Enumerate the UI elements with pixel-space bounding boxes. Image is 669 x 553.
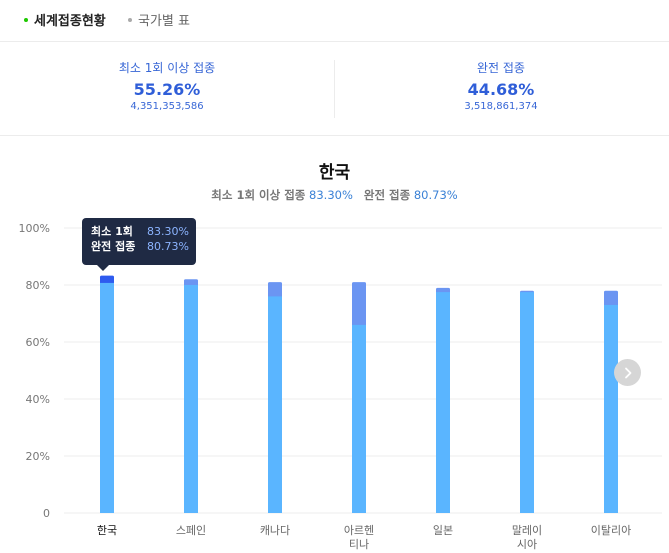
x-category-label: 일본 [433, 523, 453, 537]
y-tick-label: 0 [43, 507, 50, 520]
chart-next-button[interactable] [614, 359, 641, 386]
bar-full [352, 324, 366, 513]
bar-full [184, 285, 198, 513]
selected-country-title: 한국 [318, 163, 351, 183]
selected-at-least-one-label: 최소 1회 이상 접종 [211, 188, 306, 202]
x-category-label: 아르헨 [344, 524, 374, 537]
tooltip-row-full: 완전 접종 80.73% [91, 239, 196, 254]
bar-full [520, 292, 534, 513]
stat-at-least-one-label: 최소 1회 이상 접종 [118, 61, 216, 75]
tooltip-full-value: 80.73% [147, 240, 189, 253]
summary-divider [334, 60, 335, 118]
stat-full-percent: 44.68% [467, 80, 535, 99]
tooltip-full-label: 완전 접종 [91, 240, 136, 253]
y-tick-label: 100% [19, 222, 50, 235]
tooltip-at-least-one-value: 83.30% [147, 225, 189, 238]
selected-full-value: 80.73% [413, 188, 458, 202]
tab-country-table-label: 국가별 표 [138, 14, 190, 29]
active-dot-icon [24, 17, 28, 22]
x-category-label: 티나 [349, 538, 369, 551]
x-category-label: 한국 [97, 524, 117, 537]
world-summary: 최소 1회 이상 접종 55.26% 4,351,353,586 완전 접종 4… [0, 42, 669, 136]
selected-full-label: 완전 접종 [363, 188, 411, 202]
x-category-label: 이탈리아 [591, 524, 631, 537]
y-tick-label: 20% [26, 450, 50, 463]
x-category-label: 캐나다 [260, 524, 290, 537]
stat-at-least-one-percent: 55.26% [133, 80, 201, 99]
bar-full [604, 304, 618, 513]
bar-full [100, 282, 114, 513]
selected-country-summary: 최소 1회 이상 접종 83.30% 완전 접종 80.73% [0, 187, 669, 203]
tab-world-status-label: 세계접종현황 [34, 14, 106, 29]
stat-full-count: 3,518,861,374 [464, 101, 538, 112]
x-category-label: 스페인 [176, 524, 206, 537]
tooltip-row-at-least-one: 최소 1회 83.30% [91, 224, 196, 239]
bar-tooltip: 최소 1회 83.30% 완전 접종 80.73% [82, 218, 196, 271]
chevron-right-icon [624, 367, 631, 378]
inactive-dot-icon [128, 17, 132, 22]
selected-at-least-one-value: 83.30% [309, 188, 353, 202]
y-tick-label: 60% [26, 336, 50, 349]
stat-at-least-one-count: 4,351,353,586 [130, 101, 204, 112]
tab-bar: 세계접종현황 국가별 표 [0, 0, 669, 42]
x-category-label: 시아 [517, 538, 537, 551]
tooltip-at-least-one-label: 최소 1회 [91, 225, 133, 238]
bar-full [436, 292, 450, 513]
y-tick-label: 40% [26, 393, 50, 406]
tab-country-table[interactable]: 국가별 표 [128, 10, 190, 29]
tab-world-status[interactable]: 세계접종현황 [24, 10, 106, 29]
x-category-label: 말레이 [512, 524, 542, 537]
stat-at-least-one: 최소 1회 이상 접종 55.26% 4,351,353,586 [0, 59, 334, 112]
bar-full [268, 296, 282, 513]
stat-full: 완전 접종 44.68% 3,518,861,374 [334, 59, 668, 112]
y-tick-label: 80% [26, 279, 50, 292]
stat-full-label: 완전 접종 [477, 61, 525, 75]
